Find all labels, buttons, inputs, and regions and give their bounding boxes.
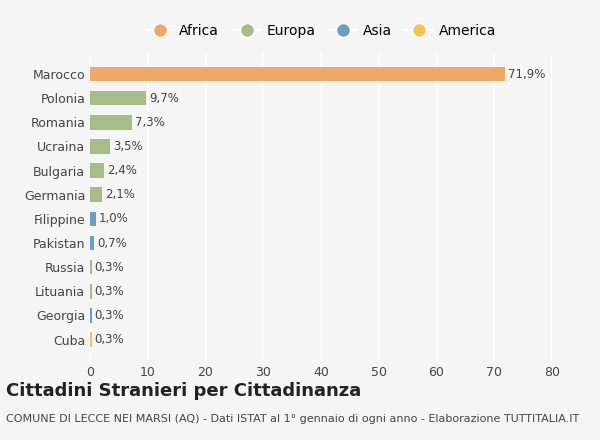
- Text: COMUNE DI LECCE NEI MARSI (AQ) - Dati ISTAT al 1° gennaio di ogni anno - Elabora: COMUNE DI LECCE NEI MARSI (AQ) - Dati IS…: [6, 414, 579, 425]
- Bar: [90, 260, 92, 275]
- Text: Cittadini Stranieri per Cittadinanza: Cittadini Stranieri per Cittadinanza: [6, 382, 361, 400]
- Bar: [90, 67, 505, 81]
- Bar: [90, 332, 92, 347]
- Bar: [90, 187, 102, 202]
- Text: 7,3%: 7,3%: [135, 116, 165, 129]
- Text: 0,7%: 0,7%: [97, 237, 127, 249]
- Text: 2,1%: 2,1%: [105, 188, 135, 201]
- Bar: [90, 139, 110, 154]
- Bar: [90, 308, 92, 323]
- Text: 3,5%: 3,5%: [113, 140, 143, 153]
- Legend: Africa, Europa, Asia, America: Africa, Europa, Asia, America: [142, 20, 500, 42]
- Bar: [90, 163, 104, 178]
- Text: 1,0%: 1,0%: [98, 213, 128, 225]
- Text: 0,3%: 0,3%: [95, 309, 124, 322]
- Bar: [90, 284, 92, 298]
- Bar: [90, 212, 96, 226]
- Text: 71,9%: 71,9%: [508, 68, 545, 81]
- Text: 0,3%: 0,3%: [95, 260, 124, 274]
- Text: 0,3%: 0,3%: [95, 333, 124, 346]
- Bar: [90, 91, 146, 106]
- Bar: [90, 236, 94, 250]
- Bar: [90, 115, 132, 129]
- Text: 9,7%: 9,7%: [149, 92, 179, 105]
- Text: 2,4%: 2,4%: [107, 164, 137, 177]
- Text: 0,3%: 0,3%: [95, 285, 124, 298]
